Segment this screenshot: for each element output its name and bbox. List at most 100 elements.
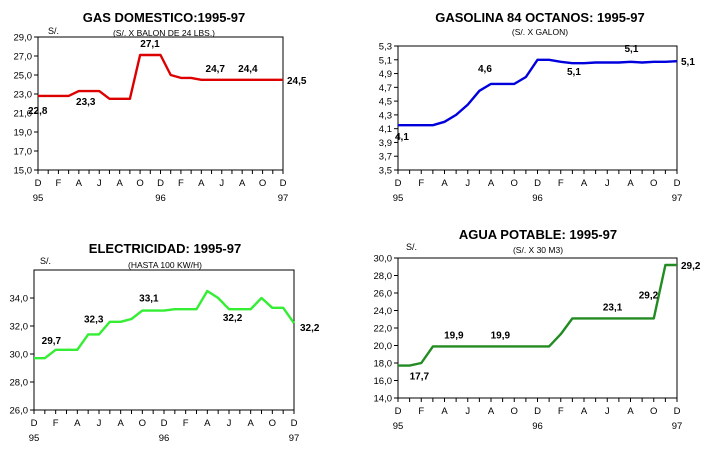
chart-gas: S/. 15,0 17,0 19,0 21,0 23,0 25,0 27,0 29,0 D F A J A… bbox=[14, 26, 307, 204]
chart-title-gas: GAS DOMESTICO:1995-97 bbox=[82, 10, 246, 25]
x-tick-label-agua: D bbox=[395, 406, 402, 417]
x-tick-label-agua: J bbox=[605, 406, 610, 417]
data-label-agua: 19,9 bbox=[444, 330, 464, 341]
chart-agua: S/. 14,0 16,0 18,0 20,0 22,0 24,0 26,0 28,0 30,0 D… bbox=[374, 242, 701, 432]
x-tick-label-electricidad: A bbox=[204, 418, 211, 429]
data-label-agua: 23,1 bbox=[603, 302, 623, 313]
y-tick-label-gasolina: 4,9 bbox=[379, 69, 392, 80]
x-tick-label-gas: O bbox=[136, 178, 143, 189]
x-tick-label-gasolina: A bbox=[581, 178, 588, 189]
x-tick-label-electricidad: A bbox=[117, 418, 124, 429]
x-tick-label-electricidad: F bbox=[53, 418, 59, 429]
x-tick-label-electricidad: D bbox=[31, 418, 38, 429]
x-tick-label-agua: A bbox=[441, 406, 448, 417]
x-tick-label-electricidad: A bbox=[247, 418, 254, 429]
y-tick-label-gasolina: 3,9 bbox=[379, 138, 392, 149]
chart-title-electricidad: ELECTRICIDAD: 1995-97 bbox=[88, 241, 242, 256]
year-label-electricidad: 96 bbox=[159, 433, 170, 444]
x-tick-label-gas: D bbox=[157, 178, 164, 189]
x-tick-label-agua: O bbox=[650, 406, 657, 417]
x-tick-label-gasolina: A bbox=[488, 178, 495, 189]
data-label-gas: 27,1 bbox=[140, 39, 160, 50]
x-tick-label-gasolina: A bbox=[627, 178, 634, 189]
plot-frame-electricidad bbox=[33, 269, 295, 411]
x-tick-label-gas: A bbox=[239, 178, 246, 189]
series-line-gasolina bbox=[398, 58, 678, 127]
x-tick-label-agua: A bbox=[488, 406, 495, 417]
x-tick-label-agua: F bbox=[418, 406, 424, 417]
x-tick-label-gas: O bbox=[259, 178, 266, 189]
y-tick-label-agua: 18,0 bbox=[374, 359, 393, 370]
x-tick-label-agua: A bbox=[627, 406, 634, 417]
series-line-electricidad bbox=[34, 289, 295, 360]
year-label-gas: 96 bbox=[155, 193, 166, 204]
y-tick-label-gasolina: 5,1 bbox=[379, 55, 392, 66]
x-tick-label-electricidad: A bbox=[74, 418, 81, 429]
x-tick-label-electricidad: J bbox=[97, 418, 102, 429]
y-tick-label-gas: 27,0 bbox=[14, 52, 33, 63]
x-tick-label-gas: A bbox=[76, 178, 83, 189]
data-label-gas: 22,8 bbox=[28, 106, 48, 117]
year-label-electricidad: 95 bbox=[29, 433, 40, 444]
unit-label-agua: S/. bbox=[406, 242, 417, 252]
x-tick-label-gasolina: A bbox=[441, 178, 448, 189]
data-label-gas: 24,7 bbox=[206, 64, 226, 75]
data-label-agua: 17,7 bbox=[410, 372, 430, 383]
chart-title-gasolina: GASOLINA 84 OCTANOS: 1995-97 bbox=[435, 10, 645, 25]
x-tick-label-gas: J bbox=[219, 178, 224, 189]
x-tick-label-gasolina: J bbox=[605, 178, 610, 189]
x-tick-label-gas: A bbox=[198, 178, 205, 189]
year-label-gasolina: 96 bbox=[532, 193, 543, 204]
year-label-agua: 96 bbox=[532, 421, 543, 432]
year-label-gasolina: 95 bbox=[393, 193, 404, 204]
data-label-gas: 24,5 bbox=[287, 76, 307, 87]
data-label-agua: 29,2 bbox=[681, 261, 701, 272]
data-label-electricidad: 33,1 bbox=[139, 294, 159, 305]
chart-gasolina: 3,53,73,94,14,34,54,74,95,15,3D F A J A O D F A J… bbox=[379, 42, 696, 205]
x-tick-label-gasolina: F bbox=[558, 178, 564, 189]
data-label-gasolina: 5,1 bbox=[681, 57, 695, 68]
y-tick-label-agua: 22,0 bbox=[374, 324, 393, 335]
plot-frame-gasolina bbox=[397, 45, 678, 171]
x-tick-label-electricidad: J bbox=[227, 418, 232, 429]
y-tick-label-electricidad: 30,0 bbox=[10, 350, 29, 361]
series-line-agua bbox=[398, 263, 677, 367]
y-tick-label-gasolina: 5,3 bbox=[379, 42, 392, 53]
data-label-agua: 19,9 bbox=[491, 330, 511, 341]
year-label-agua: 95 bbox=[393, 421, 404, 432]
x-tick-label-gasolina: O bbox=[650, 178, 657, 189]
y-tick-label-gas: 29,0 bbox=[14, 33, 33, 44]
data-label-electricidad: 29,7 bbox=[42, 336, 62, 347]
x-tick-label-electricidad: O bbox=[139, 418, 146, 429]
y-tick-label-agua: 14,0 bbox=[374, 394, 393, 405]
data-label-electricidad: 32,2 bbox=[300, 323, 320, 334]
year-label-agua: 97 bbox=[672, 421, 683, 432]
x-tick-label-agua: O bbox=[511, 406, 518, 417]
x-tick-label-gas: F bbox=[56, 178, 62, 189]
data-label-gas: 24,4 bbox=[238, 64, 258, 75]
plot-frame-agua bbox=[397, 257, 678, 399]
x-tick-label-gas: A bbox=[116, 178, 123, 189]
y-tick-label-gas: 25,0 bbox=[14, 71, 33, 82]
chart-subtitle-gasolina: (S/. X GALON) bbox=[511, 27, 569, 37]
x-tick-label-gas: D bbox=[280, 178, 287, 189]
x-tick-label-gasolina: F bbox=[418, 178, 424, 189]
y-tick-label-gas: 23,0 bbox=[14, 90, 33, 101]
x-tick-label-agua: A bbox=[581, 406, 588, 417]
year-label-electricidad: 97 bbox=[289, 433, 300, 444]
chart-subtitle-agua: (S/. X 30 M3) bbox=[512, 245, 564, 255]
x-tick-label-gasolina: D bbox=[395, 178, 402, 189]
y-tick-label-agua: 20,0 bbox=[374, 341, 393, 352]
y-tick-label-electricidad: 28,0 bbox=[10, 378, 29, 389]
y-tick-label-gas: 21,0 bbox=[14, 109, 33, 120]
unit-label-electricidad: S/. bbox=[40, 256, 51, 266]
x-tick-label-gasolina: D bbox=[674, 178, 681, 189]
x-tick-label-gasolina: O bbox=[511, 178, 518, 189]
x-tick-label-agua: D bbox=[674, 406, 681, 417]
x-tick-label-electricidad: O bbox=[269, 418, 276, 429]
data-label-gasolina: 5,1 bbox=[625, 44, 639, 55]
year-label-gasolina: 97 bbox=[672, 193, 683, 204]
chart-subtitle-electricidad: (HASTA 100 KW/H) bbox=[128, 260, 202, 270]
unit-label-gas: S/. bbox=[48, 26, 59, 36]
